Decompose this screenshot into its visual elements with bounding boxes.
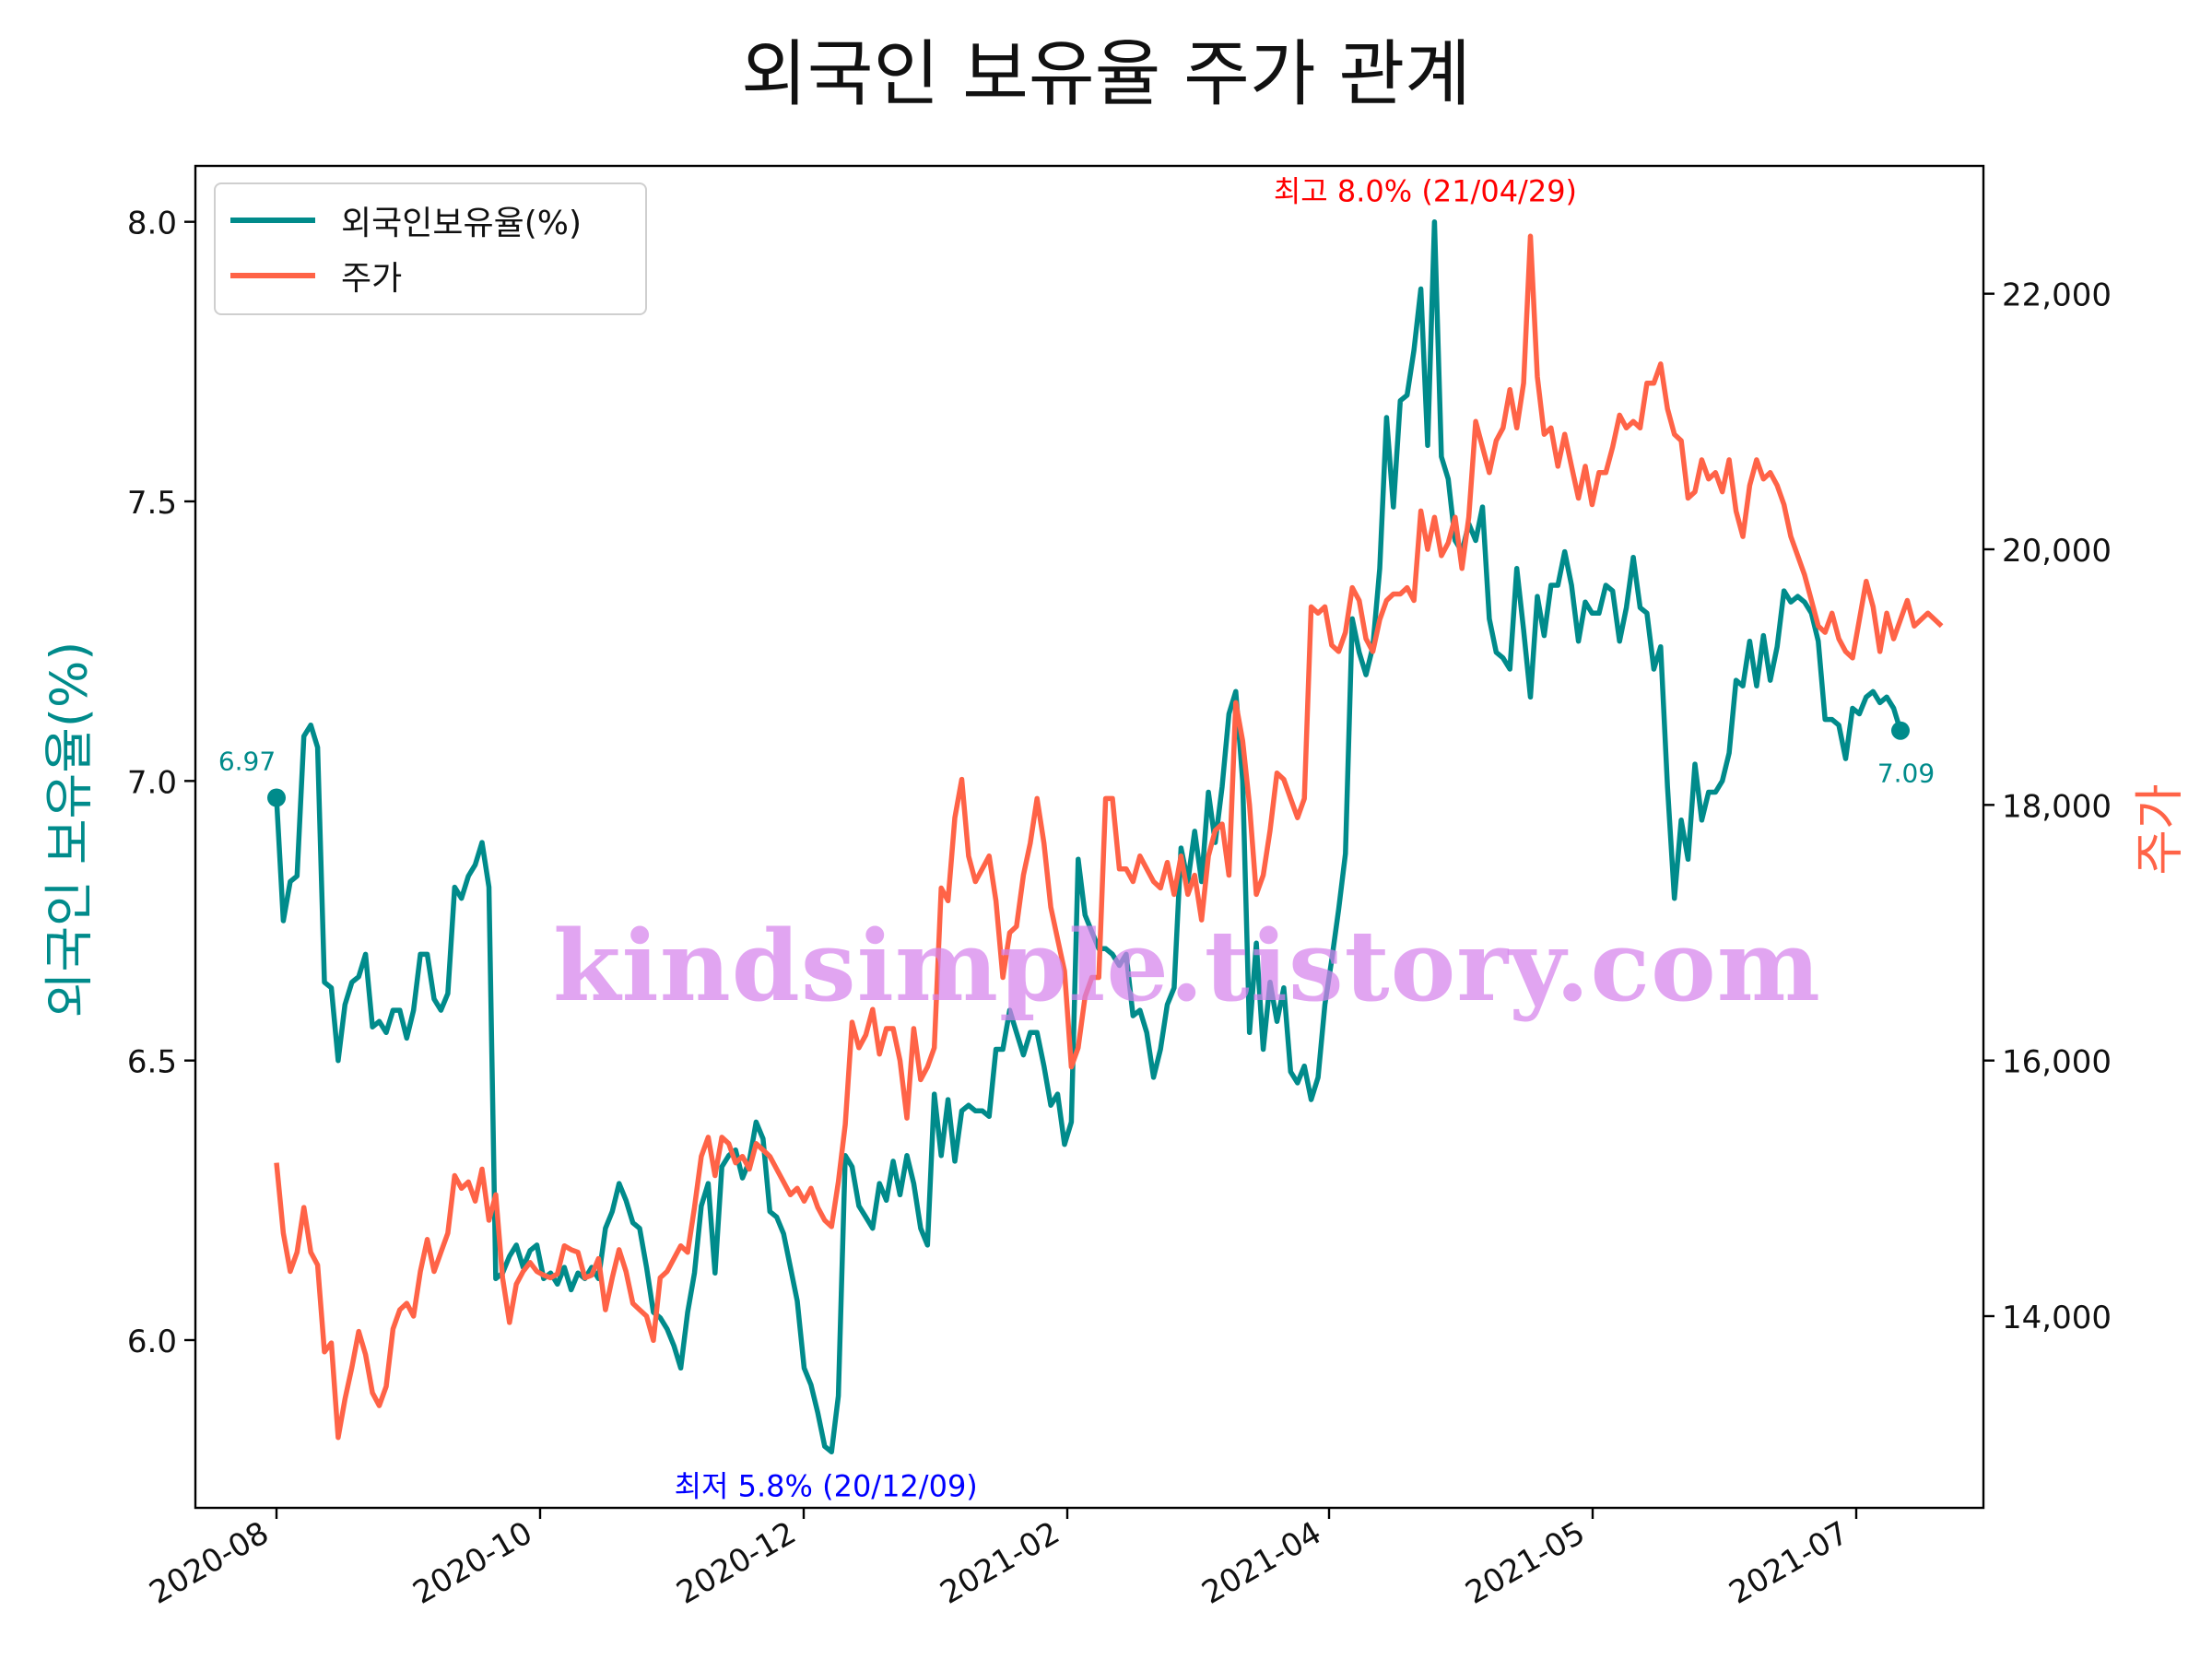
right-y-tick-label: 16,000 [2002, 1044, 2112, 1081]
right-y-tick-label: 18,000 [2002, 788, 2112, 825]
x-tick-label: 2020-08 [143, 1514, 275, 1612]
max-annotation: 최고 8.0% (21/04/29) [1274, 174, 1577, 209]
left-y-tick-label: 6.0 [127, 1324, 177, 1360]
end-value-label: 7.09 [1877, 759, 1935, 789]
start-point-marker [267, 788, 286, 807]
series-line-foreign-ownership [274, 218, 1903, 1455]
watermark-text: kindsimple.tistory.com [553, 908, 1821, 1023]
plot-frame [194, 164, 1985, 1510]
x-tick-label: 2021-04 [1195, 1514, 1327, 1612]
left-y-axis-label: 외국인 보유율(%) [40, 641, 99, 1018]
legend-item-foreign-ownership: 외국인보유율(%) [230, 197, 582, 243]
x-tick-label: 2020-12 [670, 1514, 802, 1612]
x-tick-label: 2020-10 [406, 1514, 538, 1612]
right-y-tick-label: 14,000 [2002, 1300, 2112, 1336]
legend-swatch-stock-price [230, 273, 315, 278]
legend-label-stock-price: 주가 [341, 260, 403, 298]
left-y-tick-label: 8.0 [127, 206, 177, 242]
end-point-marker [1891, 721, 1910, 740]
x-tick-label: 2021-07 [1723, 1514, 1854, 1612]
legend-swatch-foreign-ownership [230, 218, 315, 223]
right-y-tick-label: 20,000 [2002, 533, 2112, 570]
start-value-label: 6.97 [218, 747, 276, 777]
x-tick-label: 2021-02 [934, 1514, 1065, 1612]
legend-label-foreign-ownership: 외국인보유율(%) [341, 205, 582, 242]
legend-item-stock-price: 주가 [230, 253, 402, 299]
chart-legend: 외국인보유율(%) 주가 [214, 182, 647, 315]
left-y-tick-label: 7.5 [127, 485, 177, 522]
left-y-tick-label: 7.0 [127, 764, 177, 801]
x-tick-label: 2021-05 [1459, 1514, 1591, 1612]
min-annotation: 최저 5.8% (20/12/09) [675, 1468, 978, 1503]
right-y-tick-label: 22,000 [2002, 277, 2112, 314]
chart-title: 외국인 보유율 주가 관계 [741, 33, 1471, 116]
right-y-axis-label: 주가 [2130, 783, 2189, 876]
left-y-tick-label: 6.5 [127, 1044, 177, 1081]
series-line-stock-price [274, 233, 1944, 1441]
